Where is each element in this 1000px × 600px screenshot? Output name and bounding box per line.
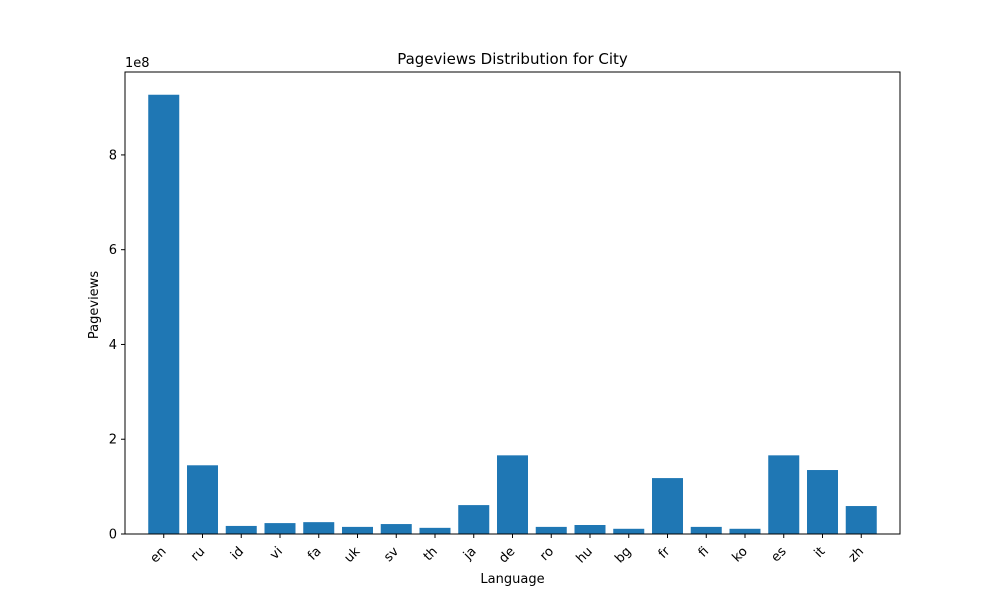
x-axis-label: Language: [480, 572, 544, 587]
x-tick-label: ru: [188, 544, 208, 564]
bar-fa: [303, 522, 335, 534]
x-tick-label: es: [769, 544, 790, 565]
x-tick-label: ja: [460, 544, 480, 564]
x-tick-label: vi: [267, 544, 286, 563]
bar-de: [497, 455, 528, 534]
x-tick-label: id: [228, 544, 247, 563]
bar-sv: [380, 524, 412, 534]
bar-es: [768, 455, 800, 534]
plot-frame: [124, 71, 901, 535]
x-tick-label: ko: [730, 544, 751, 565]
bar-hu: [574, 525, 606, 534]
x-tick-label: fi: [696, 544, 712, 560]
x-tick-label: it: [812, 544, 829, 561]
x-tick-label: sv: [381, 544, 402, 565]
x-tick-label: en: [147, 544, 169, 566]
x-tick-label: th: [421, 544, 441, 564]
chart-title: Pageviews Distribution for City: [397, 50, 628, 68]
bar-id: [225, 525, 257, 534]
y-tick-label: 2: [109, 433, 117, 448]
bar-en: [148, 94, 180, 535]
bar-ja: [458, 505, 490, 534]
y-tick-label: 6: [109, 243, 117, 258]
y-axis: 0 2 4 6 8: [109, 148, 125, 543]
x-tick-label: bg: [612, 544, 634, 566]
bar-ko: [729, 528, 761, 534]
x-tick-label: ro: [537, 544, 557, 564]
bar-fi: [690, 526, 722, 534]
bar-zh: [845, 506, 877, 534]
x-axis: en ru id vi fa uk sv th ja de ro hu bg fr fi ko es it zh: [147, 534, 867, 567]
x-tick-label: hu: [574, 544, 596, 566]
bar-ro: [535, 526, 567, 534]
bar-it: [807, 470, 838, 534]
bar-ru: [187, 465, 218, 534]
bar-vi: [264, 523, 296, 534]
bar-bg: [613, 528, 645, 534]
bar-fr: [652, 478, 683, 534]
bar-uk: [342, 526, 373, 534]
x-tick-label: fa: [305, 544, 324, 563]
x-tick-label: zh: [846, 544, 867, 565]
bar-th: [419, 527, 451, 534]
x-tick-label: fr: [656, 544, 674, 562]
y-tick-label: 0: [109, 528, 117, 543]
x-tick-label: de: [496, 544, 518, 566]
x-tick-label: uk: [342, 544, 364, 566]
y-axis-label: Pageviews: [87, 271, 102, 339]
y-axis-scale-label: 1e8: [125, 56, 150, 71]
bars-group: [148, 94, 877, 535]
y-tick-label: 4: [109, 338, 117, 353]
y-tick-label: 8: [109, 148, 117, 163]
